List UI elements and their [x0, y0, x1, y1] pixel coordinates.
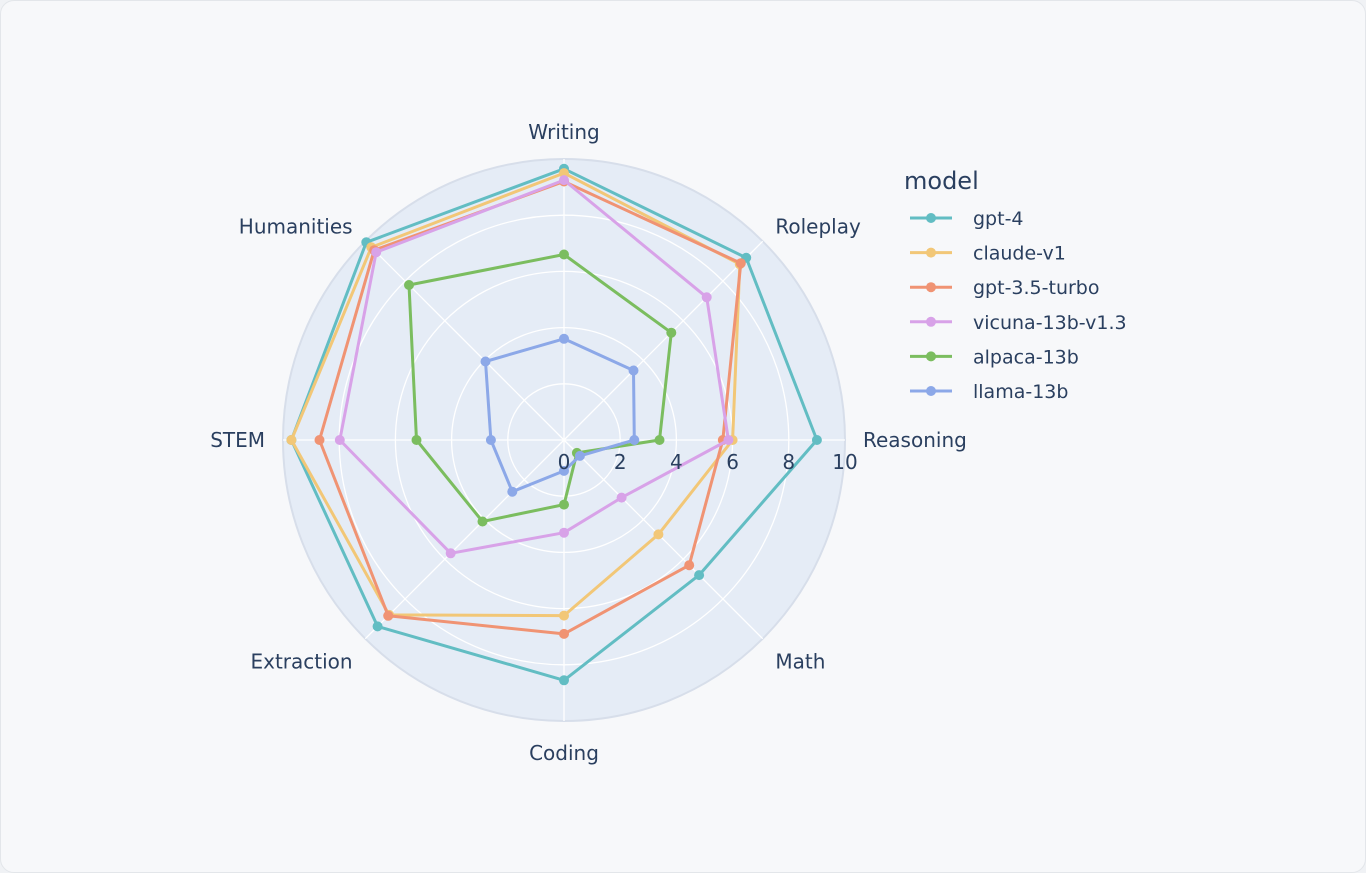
data-point[interactable]: [811, 435, 822, 445]
grid-spoke: [364, 240, 565, 441]
data-point[interactable]: [559, 168, 569, 179]
data-point[interactable]: [628, 365, 639, 376]
series-alpaca-13b[interactable]: [404, 249, 677, 527]
legend-item-llama-13b[interactable]: llama-13b: [910, 381, 1068, 403]
data-point[interactable]: [629, 435, 640, 445]
data-point[interactable]: [559, 610, 569, 621]
data-point[interactable]: [559, 333, 569, 344]
data-point[interactable]: [723, 435, 734, 445]
legend-marker: [926, 351, 936, 362]
data-point[interactable]: [404, 280, 414, 290]
data-point[interactable]: [314, 435, 325, 445]
data-point[interactable]: [559, 249, 569, 260]
data-point[interactable]: [559, 465, 569, 476]
data-point[interactable]: [701, 292, 712, 303]
data-point[interactable]: [559, 499, 569, 510]
data-point[interactable]: [334, 435, 345, 445]
legend-marker: [926, 386, 936, 396]
data-point[interactable]: [480, 356, 491, 367]
data-point[interactable]: [559, 628, 569, 639]
series-layer: [286, 163, 822, 686]
legend-label: claude-v1: [973, 243, 1066, 265]
radial-tick-label: 2: [614, 450, 627, 474]
radial-tick-label: 10: [832, 450, 857, 474]
radial-tick-label: 6: [726, 450, 739, 474]
data-point[interactable]: [666, 327, 677, 338]
axis-labels: Writing Roleplay Reasoning Math Coding Extrac…: [210, 120, 967, 765]
data-point[interactable]: [653, 529, 664, 540]
data-point[interactable]: [684, 560, 695, 571]
data-point[interactable]: [735, 258, 746, 269]
data-point[interactable]: [507, 486, 518, 497]
axis-label-extraction: Extraction: [250, 649, 352, 673]
legend-marker: [926, 282, 936, 293]
data-point[interactable]: [654, 435, 665, 445]
grid-spoke: [563, 240, 764, 441]
legend-item-gpt-4[interactable]: gpt-4: [910, 208, 1024, 230]
legend-marker: [926, 213, 936, 223]
data-point[interactable]: [485, 435, 496, 445]
data-point[interactable]: [694, 570, 705, 581]
data-point[interactable]: [574, 450, 585, 461]
legend-marker: [926, 247, 936, 258]
axis-label-math: Math: [775, 649, 825, 673]
axis-label-coding: Coding: [529, 741, 599, 765]
legend-item-vicuna-13b-v1.3[interactable]: vicuna-13b-v1.3: [910, 312, 1127, 334]
legend[interactable]: model gpt-4 claude-v1 gpt-3.5-turbo vicuna-…: [904, 167, 1127, 403]
data-point[interactable]: [286, 435, 297, 445]
axis-label-roleplay: Roleplay: [775, 215, 861, 239]
grid-spoke: [364, 439, 565, 640]
radial-tick-label: 0: [558, 450, 571, 474]
axis-label-stem: STEM: [210, 428, 265, 452]
data-point[interactable]: [559, 675, 569, 686]
legend-label: gpt-3.5-turbo: [973, 277, 1100, 299]
data-point[interactable]: [559, 175, 569, 186]
data-point[interactable]: [559, 527, 569, 538]
data-point[interactable]: [371, 247, 382, 258]
data-point[interactable]: [477, 516, 488, 527]
legend-item-alpaca-13b[interactable]: alpaca-13b: [910, 346, 1079, 368]
legend-item-gpt-3.5-turbo[interactable]: gpt-3.5-turbo: [910, 277, 1100, 299]
legend-label: alpaca-13b: [973, 346, 1079, 368]
series-vicuna-13b-v1.3[interactable]: [334, 175, 734, 559]
grid-spoke: [563, 439, 764, 640]
data-point[interactable]: [411, 435, 422, 445]
legend-item-claude-v1[interactable]: claude-v1: [910, 243, 1066, 265]
radial-tick-label: 8: [782, 450, 795, 474]
axis-label-writing: Writing: [528, 120, 599, 144]
series-llama-13b[interactable]: [480, 333, 640, 497]
radial-tick-label: 4: [670, 450, 683, 474]
data-point[interactable]: [383, 610, 394, 621]
legend-label: gpt-4: [973, 208, 1024, 230]
legend-label: vicuna-13b-v1.3: [973, 312, 1127, 334]
data-point[interactable]: [616, 492, 627, 503]
data-point[interactable]: [445, 548, 456, 559]
axis-label-reasoning: Reasoning: [863, 428, 967, 452]
axis-label-humanities: Humanities: [239, 215, 353, 239]
legend-title: model: [904, 167, 979, 195]
radial-tick-labels: 0 2 4 6 8 10: [558, 450, 858, 474]
legend-marker: [926, 316, 936, 327]
data-point[interactable]: [372, 621, 383, 632]
legend-label: llama-13b: [973, 381, 1068, 403]
